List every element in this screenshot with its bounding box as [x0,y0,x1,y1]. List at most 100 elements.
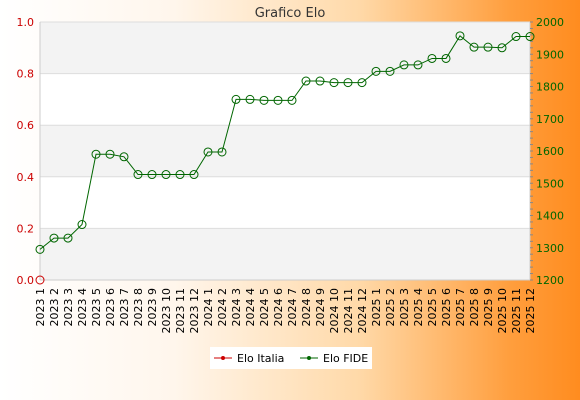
x-tick-label: 2024 11 [342,288,355,334]
x-tick-label: 2023 9 [146,288,159,327]
x-tick-label: 2024 12 [356,288,369,334]
x-tick-label: 2024 8 [300,288,313,327]
right-tick-label: 1500 [536,177,564,190]
right-tick-label: 1200 [536,274,564,287]
point-elo-fide [399,60,409,70]
left-axis: 0.0 0.2 0.4 0.6 0.8 1.0 [17,16,41,287]
x-tick-label: 2023 6 [104,288,117,327]
x-tick-label: 2023 8 [132,288,145,327]
plot-band [40,125,530,177]
point-elo-fide [287,95,297,105]
left-tick-label: 0.8 [17,68,35,81]
x-tick-label: 2024 10 [328,288,341,334]
x-tick-label: 2023 5 [90,288,103,327]
point-elo-fide [427,53,437,63]
x-tick-label: 2024 6 [272,288,285,327]
x-tick-label: 2023 3 [62,288,75,327]
plot-area [40,22,530,280]
point-elo-fide [133,170,143,180]
x-tick-label: 2025 9 [482,288,495,327]
x-tick-label: 2025 7 [454,288,467,327]
right-tick-label: 1300 [536,242,564,255]
point-elo-fide [35,244,45,254]
x-tick-label: 2025 12 [524,288,537,334]
left-tick-label: 0.4 [17,171,35,184]
right-tick-label: 1900 [536,48,564,61]
x-tick-label: 2024 7 [286,288,299,327]
point-elo-fide [91,149,101,159]
x-tick-label: 2023 11 [174,288,187,334]
point-elo-fide [441,53,451,63]
point-elo-fide [343,78,353,88]
x-tick-label: 2023 1 [34,288,47,327]
chart-title: Grafico Elo [255,6,326,21]
x-tick-label: 2025 11 [510,288,523,334]
point-elo-fide [119,152,129,162]
x-tick-label: 2025 1 [370,288,383,327]
point-elo-fide [329,78,339,88]
series-layer [35,31,535,285]
legend: Elo Italia Elo FIDE [210,347,372,369]
point-elo-fide [147,170,157,180]
right-tick-label: 1700 [536,113,564,126]
point-elo-fide [189,170,199,180]
point-elo-fide [371,66,381,76]
x-tick-label: 2024 1 [202,288,215,327]
point-elo-fide [175,170,185,180]
left-tick-label: 0.2 [17,222,35,235]
x-tick-label: 2023 2 [48,288,61,327]
plot-band [40,228,530,280]
x-tick-label: 2023 7 [118,288,131,327]
point-elo-fide [413,60,423,70]
point-elo-fide [245,94,255,104]
x-tick-label: 2024 5 [258,288,271,327]
x-tick-label: 2023 12 [188,288,201,334]
point-elo-fide [49,233,59,243]
x-tick-label: 2023 10 [160,288,173,334]
left-tick-label: 0.0 [17,274,35,287]
point-elo-fide [511,32,521,42]
point-elo-italia [35,275,45,285]
point-elo-fide [231,94,241,104]
x-axis: 2023 1 2023 2 2023 3 2023 4 2023 5 2023 6 2023… [34,279,537,334]
point-elo-fide [497,43,507,53]
right-tick-label: 1600 [536,145,564,158]
x-tick-label: 2025 2 [384,288,397,327]
point-elo-fide [77,220,87,230]
right-tick-label: 1400 [536,210,564,223]
x-tick-label: 2025 3 [398,288,411,327]
point-elo-fide [385,66,395,76]
x-tick-label: 2025 5 [426,288,439,327]
point-elo-fide [455,31,465,41]
point-elo-fide [273,95,283,105]
plot-band [40,22,530,74]
point-elo-fide [63,233,73,243]
point-elo-fide [357,78,367,88]
legend-box [210,347,372,369]
right-axis: 1200 1300 1400 1500 1600 1700 1800 1900 2000 [529,16,564,287]
right-tick-label: 1800 [536,81,564,94]
x-tick-label: 2025 4 [412,288,425,327]
x-tick-label: 2024 4 [244,288,257,327]
point-elo-fide [301,76,311,86]
left-tick-label: 1.0 [17,16,35,29]
right-tick-label: 2000 [536,16,564,29]
x-tick-label: 2024 9 [314,288,327,327]
left-tick-label: 0.6 [17,119,35,132]
legend-label-elo-italia: Elo Italia [237,352,284,365]
legend-marker-elo-fide [307,356,311,360]
x-tick-label: 2025 10 [496,288,509,334]
point-elo-fide [161,170,171,180]
point-elo-fide [315,76,325,86]
x-tick-label: 2025 8 [468,288,481,327]
point-elo-fide [203,147,213,157]
point-elo-fide [105,149,115,159]
x-tick-label: 2024 2 [216,288,229,327]
point-elo-fide [259,95,269,105]
x-tick-label: 2023 4 [76,288,89,327]
point-elo-fide [483,42,493,52]
x-tick-label: 2025 6 [440,288,453,327]
x-tick-label: 2024 3 [230,288,243,327]
legend-marker-elo-italia [221,356,225,360]
